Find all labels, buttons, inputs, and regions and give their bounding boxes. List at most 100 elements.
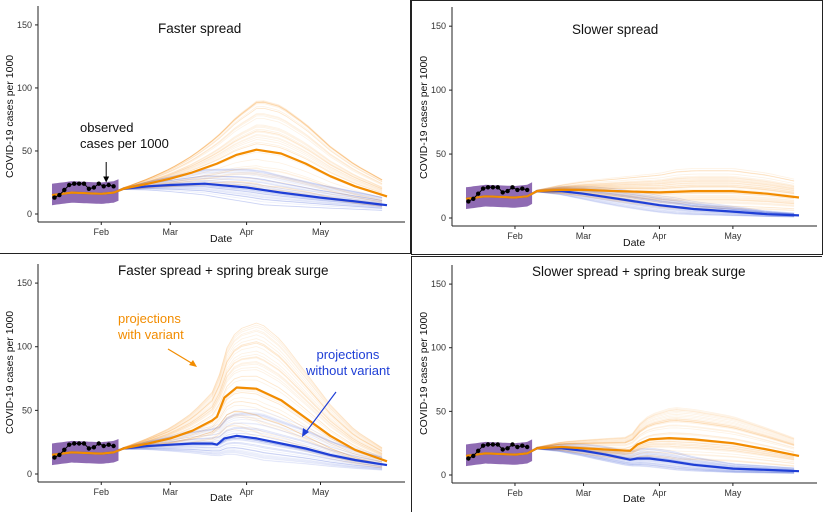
observed-point xyxy=(86,186,92,191)
y-tick-label: 100 xyxy=(431,343,446,353)
projection-trajectory xyxy=(529,421,795,453)
median-line-with-variant xyxy=(51,386,388,463)
projection-trajectory xyxy=(529,448,795,473)
projection-trajectory xyxy=(115,353,383,454)
projection-trajectory xyxy=(115,448,383,469)
projection-trajectory xyxy=(115,188,383,210)
projection-trajectory xyxy=(115,103,383,192)
projection-trajectory xyxy=(115,346,383,453)
projection-trajectory xyxy=(115,177,383,202)
projection-trajectory xyxy=(115,448,383,470)
projection-trajectory xyxy=(529,170,795,196)
projection-trajectory xyxy=(115,100,383,192)
with-variant-annotation-line2: with variant xyxy=(118,327,184,342)
y-tick-label: 100 xyxy=(17,83,32,93)
observed-point xyxy=(510,185,515,190)
observed-point xyxy=(525,187,530,193)
projection-trajectory xyxy=(529,177,795,196)
observed-series xyxy=(52,181,116,200)
projection-trajectory xyxy=(529,420,795,453)
with-variant-annotation-line1: projections xyxy=(118,311,181,326)
chart-svg: 0 50 100 150 Feb Mar Apr May xyxy=(17,6,405,237)
projection-trajectory xyxy=(115,188,383,209)
projection-trajectory xyxy=(529,191,795,217)
projection-trajectory xyxy=(529,448,795,467)
projection-trajectory xyxy=(529,448,795,465)
projection-trajectory xyxy=(115,128,383,192)
projection-trajectory xyxy=(115,400,383,463)
projection-trajectory xyxy=(115,322,383,452)
observed-point xyxy=(500,190,505,195)
projection-trajectory xyxy=(115,176,383,202)
projection-ensemble xyxy=(529,407,795,474)
y-axis-label: COVID-19 cases per 1000 xyxy=(4,54,16,178)
projection-trajectory xyxy=(115,179,383,204)
median-line-with-variant xyxy=(51,148,388,198)
observed-point xyxy=(510,442,515,447)
observed-point xyxy=(91,445,97,450)
projection-trajectory xyxy=(529,432,795,453)
projection-trajectory xyxy=(115,125,383,192)
projection-trajectory xyxy=(529,448,795,466)
y-tick-label: 0 xyxy=(441,470,446,480)
x-tick-label: May xyxy=(312,227,330,237)
projection-trajectory xyxy=(115,131,383,192)
projection-trajectory xyxy=(115,326,383,452)
projection-trajectory xyxy=(115,410,383,465)
projection-trajectory xyxy=(115,100,383,192)
observed-point xyxy=(480,186,486,191)
projection-trajectory xyxy=(529,448,795,474)
projection-trajectory xyxy=(115,189,383,211)
observed-point xyxy=(101,184,106,189)
projection-trajectory xyxy=(115,101,383,192)
observed-point xyxy=(476,448,481,453)
observed-point xyxy=(471,196,476,201)
projection-trajectory xyxy=(529,182,795,196)
projection-trajectory xyxy=(115,375,383,458)
projection-trajectory xyxy=(529,420,795,453)
y-tick-label: 100 xyxy=(431,85,446,95)
observed-point xyxy=(520,186,525,191)
projection-trajectory xyxy=(115,411,383,465)
projection-trajectory xyxy=(529,418,795,453)
observed-annotation-line2: cases per 1000 xyxy=(80,136,169,151)
observed-point xyxy=(471,453,476,459)
projection-trajectory xyxy=(115,178,383,203)
projection-trajectory xyxy=(115,101,383,192)
projection-trajectory xyxy=(529,409,795,453)
projection-trajectory xyxy=(529,448,795,474)
projection-trajectory xyxy=(115,375,383,458)
projection-trajectory xyxy=(115,366,383,457)
y-tick-label: 0 xyxy=(441,213,446,223)
projection-trajectory xyxy=(115,322,383,452)
projection-trajectory xyxy=(529,187,795,196)
chart-svg: 0 50 100 150 Feb Mar Apr May xyxy=(431,7,817,241)
projection-trajectory xyxy=(115,188,383,209)
projection-trajectory xyxy=(115,408,383,457)
observed-point xyxy=(520,443,525,448)
observed-point xyxy=(86,446,92,451)
projection-trajectory xyxy=(529,448,795,474)
projection-trajectory xyxy=(115,165,383,201)
projection-trajectory xyxy=(529,419,795,453)
projection-trajectory xyxy=(115,188,383,209)
chart-title: Slower spread xyxy=(572,22,659,37)
projection-trajectory xyxy=(529,175,795,196)
y-axis-label: COVID-19 cases per 1000 xyxy=(4,310,16,434)
projection-trajectory xyxy=(115,441,383,467)
observed-point xyxy=(62,447,67,452)
projection-trajectory xyxy=(115,350,383,454)
projection-trajectory xyxy=(115,404,383,464)
projection-trajectory xyxy=(115,135,383,192)
projection-trajectory xyxy=(115,341,383,452)
projection-trajectory xyxy=(529,448,795,474)
projection-trajectory xyxy=(529,187,795,214)
projection-trajectory xyxy=(115,413,383,458)
projection-trajectory xyxy=(115,137,383,192)
projection-trajectory xyxy=(115,448,383,470)
projection-ensemble xyxy=(115,100,383,211)
projection-trajectory xyxy=(115,169,383,198)
x-axis-label: Date xyxy=(210,233,233,245)
projection-trajectory xyxy=(115,106,383,192)
projection-trajectory xyxy=(115,168,383,202)
